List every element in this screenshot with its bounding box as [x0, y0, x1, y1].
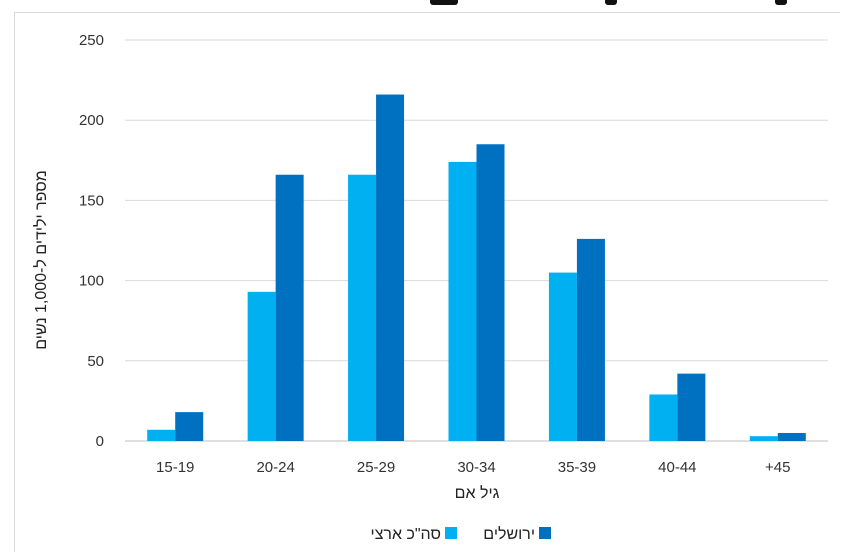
x-tick-label: 30-34 — [457, 459, 495, 476]
cropped-title-fragment — [605, 0, 617, 5]
legend-label-national: סה"כ ארצי — [371, 526, 441, 543]
bar-national-30-34 — [448, 161, 477, 442]
x-tick-label: 25-29 — [357, 459, 395, 476]
bar-jerusalem-35-39 — [576, 238, 605, 441]
x-tick-label: 15-19 — [156, 459, 194, 476]
bar-jerusalem-30-34 — [476, 144, 505, 441]
y-axis-label: מספר ילידים ל-1,000 נשים — [32, 170, 50, 349]
y-tick-label: 100 — [79, 273, 104, 290]
x-tick-labels: 15-19 20-24 25-29 30-34 35-39 40-44 +45 — [156, 459, 790, 476]
y-tick-label: 50 — [87, 353, 104, 370]
bar-jerusalem-40-44 — [677, 373, 706, 441]
y-tick-labels: 0 50 100 150 200 250 — [79, 32, 104, 450]
cropped-title-fragment — [430, 0, 458, 5]
cropped-title-fragment — [775, 0, 787, 5]
x-tick-label: 20-24 — [256, 459, 294, 476]
y-tick-label: 150 — [79, 192, 104, 209]
bar-national-25-29 — [348, 174, 377, 441]
y-tick-label: 200 — [79, 112, 104, 129]
legend-label-jerusalem: ירושלים — [483, 525, 535, 543]
bar-national-20-24 — [247, 291, 276, 441]
legend-swatch-national — [445, 527, 457, 539]
bar-national-35-39 — [548, 272, 577, 441]
bar-jerusalem-15-19 — [175, 412, 204, 441]
chart-frame — [14, 12, 840, 552]
y-tick-label: 0 — [96, 433, 104, 450]
bar-national-40-44 — [649, 394, 678, 441]
x-axis-label: גיל אם — [455, 484, 500, 502]
bar-jerusalem-25-29 — [376, 94, 405, 441]
y-tick-label: 250 — [79, 32, 104, 49]
legend: ירושלים סה"כ ארצי — [371, 525, 551, 543]
bar-jerusalem-20-24 — [275, 174, 304, 441]
bar-national-+45 — [749, 436, 778, 441]
title-strip — [0, 0, 841, 12]
x-tick-label: +45 — [765, 459, 790, 476]
bar-national-15-19 — [147, 429, 176, 441]
bar-jerusalem-+45 — [777, 432, 806, 441]
x-tick-label: 35-39 — [558, 459, 596, 476]
legend-swatch-jerusalem — [539, 527, 551, 539]
bars — [147, 94, 806, 442]
x-tick-label: 40-44 — [658, 459, 696, 476]
